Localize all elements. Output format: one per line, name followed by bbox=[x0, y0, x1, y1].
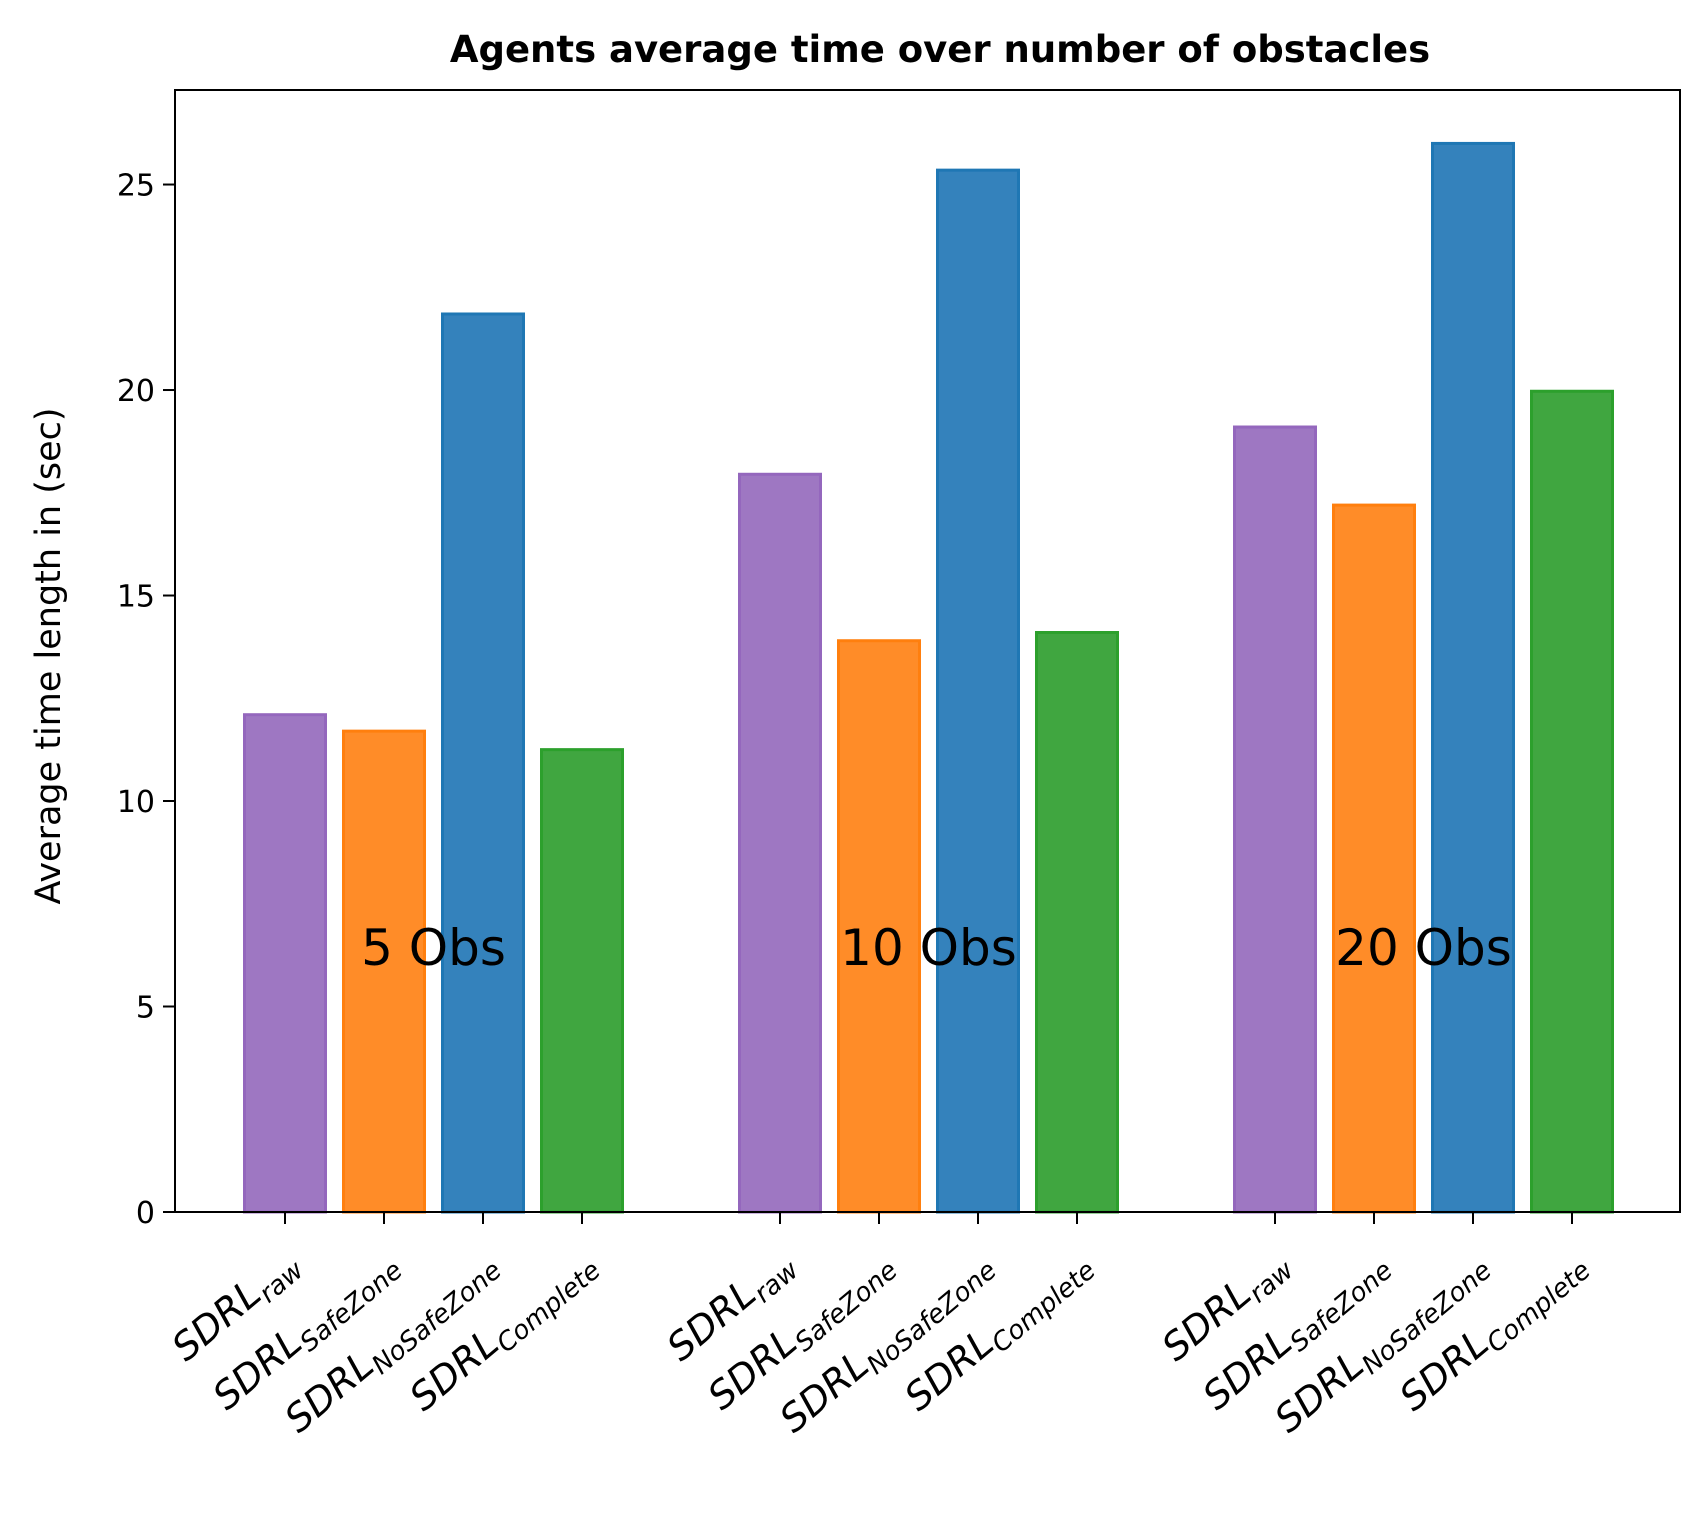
bar-10-obs-complete bbox=[1035, 631, 1119, 1214]
group-label: 20 Obs bbox=[1335, 919, 1512, 977]
bar-5-obs-complete bbox=[540, 748, 624, 1214]
y-axis: 0 5 10 15 20 25 bbox=[117, 169, 175, 1231]
bar-10-obs-nosafezone bbox=[936, 168, 1020, 1214]
bar-5-obs-nosafezone bbox=[441, 312, 525, 1214]
group-label: 10 Obs bbox=[840, 919, 1017, 977]
y-axis-label: Average time length in (sec) bbox=[29, 407, 69, 904]
y-tick-label: 25 bbox=[117, 169, 155, 204]
bar-10-obs-raw bbox=[738, 472, 822, 1214]
bar-5-obs-raw bbox=[243, 713, 327, 1214]
y-tick-label: 5 bbox=[136, 991, 155, 1026]
bar-20-obs-nosafezone bbox=[1431, 141, 1515, 1214]
bar-20-obs-raw bbox=[1233, 425, 1317, 1214]
y-tick-label: 0 bbox=[136, 1196, 155, 1231]
group-labels: 5 Obs 10 Obs 20 Obs bbox=[361, 919, 1512, 977]
bar-series bbox=[243, 141, 1614, 1214]
chart-title: Agents average time over number of obsta… bbox=[450, 28, 1430, 71]
y-tick-label: 15 bbox=[117, 580, 155, 615]
y-tick-label: 10 bbox=[117, 785, 155, 820]
bar-5-obs-safezone bbox=[342, 729, 426, 1214]
plot-frame bbox=[174, 89, 1681, 1213]
group-label: 5 Obs bbox=[361, 919, 506, 977]
bar-20-obs-safezone bbox=[1332, 503, 1416, 1214]
y-tick-label: 20 bbox=[117, 374, 155, 409]
bar-20-obs-complete bbox=[1530, 389, 1614, 1214]
